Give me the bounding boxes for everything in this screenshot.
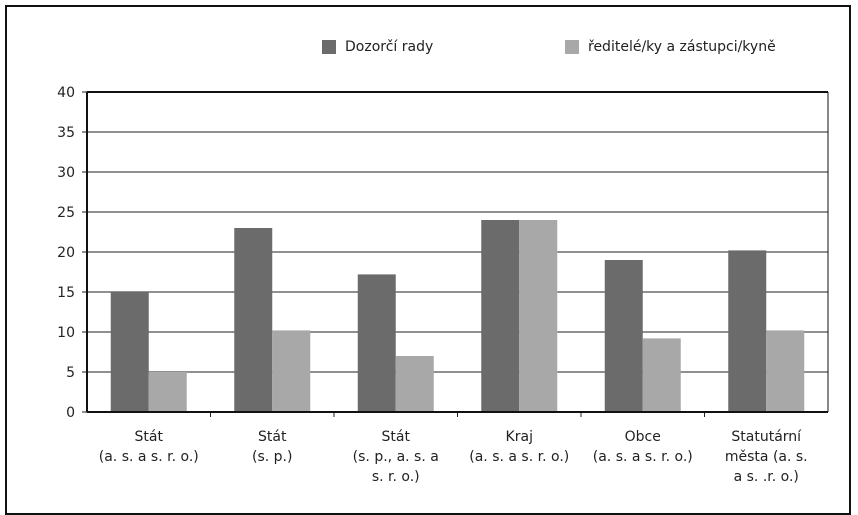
bar-dozorci-rady-4: [604, 260, 643, 412]
legend-item-dozorci-rady: Dozorčí rady: [322, 37, 433, 57]
bar-dozorci-rady-2: [357, 274, 396, 412]
legend-swatch-dozorci-rady: [322, 40, 336, 54]
bar-reditele-0: [148, 372, 187, 412]
legend-item-reditele: ředitelé/ky a zástupci/kyně: [565, 37, 776, 57]
bar-dozorci-rady-3: [481, 220, 520, 412]
x-category-label: města (a. s.: [725, 449, 808, 465]
bar-reditele-3: [519, 220, 558, 412]
bar-reditele-1: [272, 330, 311, 412]
y-tick-label: 40: [57, 85, 75, 101]
bar-dozorci-rady-5: [728, 250, 767, 412]
x-category-label: a s. .r. o.): [734, 469, 799, 485]
bar-chart: 0 5 10 15 20 25 30 35 40 Stát (a. s. a s. r. o.) St…: [57, 85, 829, 485]
x-category-label: Stát: [135, 429, 164, 445]
x-category-label: s. r. o.): [372, 469, 420, 485]
bar-reditele-5: [766, 330, 805, 412]
y-tick-label: 35: [57, 125, 75, 141]
y-tick-label: 5: [66, 365, 75, 381]
x-category-label: Obce: [625, 429, 661, 445]
legend-swatch-reditele: [565, 40, 579, 54]
x-category-label: (a. s. a s. r. o.): [593, 449, 693, 465]
x-category-label: Kraj: [506, 429, 533, 445]
y-tick-label: 10: [57, 325, 75, 341]
bar-reditele-2: [395, 356, 434, 412]
x-category-label: Statutární: [731, 429, 802, 445]
y-tick-label: 30: [57, 165, 75, 181]
x-category-label: (s. p.): [252, 449, 292, 465]
bar-dozorci-rady-0: [110, 292, 149, 412]
x-category-label: (a. s. a s. r. o.): [99, 449, 199, 465]
legend-label-dozorci-rady: Dozorčí rady: [345, 39, 434, 55]
bar-dozorci-rady-1: [234, 228, 273, 412]
y-tick-label: 20: [57, 245, 75, 261]
y-tick-label: 0: [66, 405, 75, 421]
x-category-label: (s. p., a. s. a: [353, 449, 439, 465]
x-category-label: Stát: [258, 429, 287, 445]
chart-frame: [5, 5, 851, 515]
x-category-label: (a. s. a s. r. o.): [469, 449, 569, 465]
y-tick-label: 15: [57, 285, 75, 301]
y-tick-label: 25: [57, 205, 75, 221]
legend-label-reditele: ředitelé/ky a zástupci/kyně: [588, 39, 776, 55]
bar-reditele-4: [642, 338, 681, 412]
x-category-label: Stát: [382, 429, 411, 445]
